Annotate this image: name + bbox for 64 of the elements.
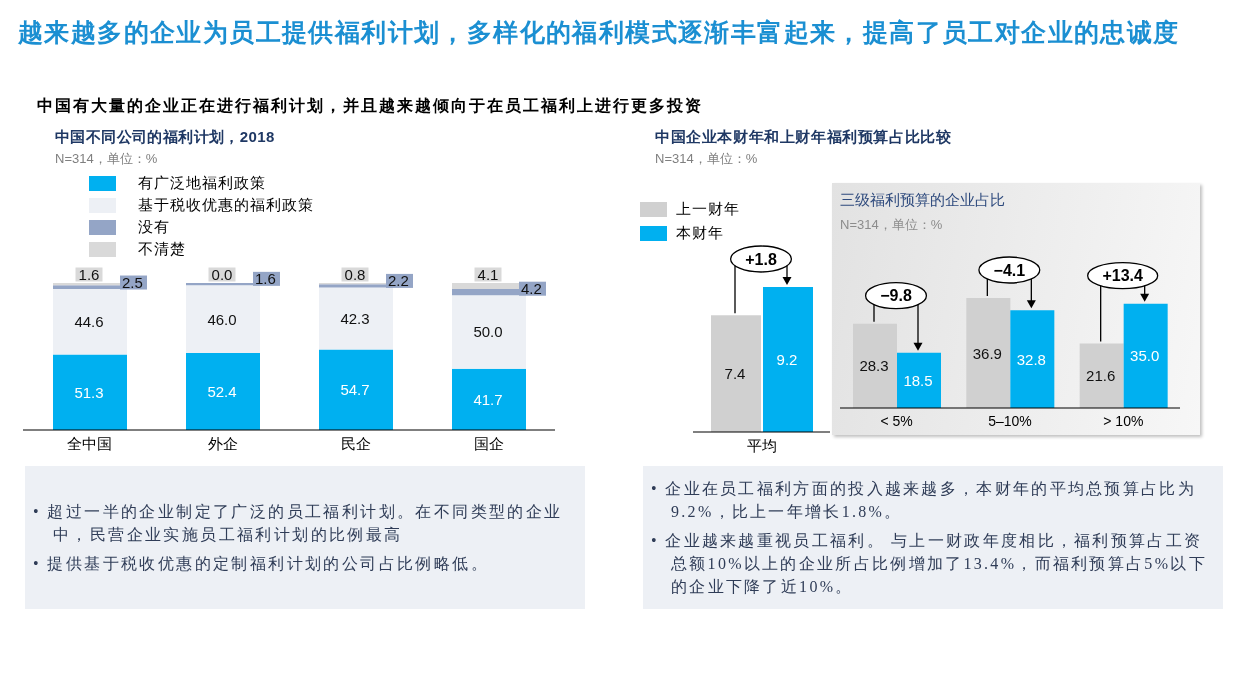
bar — [897, 352, 941, 408]
chart-subtitle: N=314，单位：% — [840, 217, 943, 232]
bar — [186, 352, 260, 430]
x-tick-label: 民企 — [340, 435, 371, 452]
annotation: +13.4 — [1102, 267, 1144, 285]
legend-label: 有广泛地福利政策 — [138, 174, 266, 191]
annotation: −4.1 — [993, 261, 1026, 279]
chart-subtitle: N=314，单位：% — [55, 151, 158, 166]
bar — [452, 368, 526, 430]
data-label: 2.5 — [122, 274, 143, 292]
data-label: 52.4 — [207, 382, 237, 400]
text: 中国有大量的企业正在进行福利计划，并且越来越倾向于在员工福利上进行更多投资 — [37, 97, 703, 114]
text: 越来越多的企业为员工提供福利计划，多样化的福利模式逐渐丰富起来，提高了员工对企业的忠诚度 — [18, 18, 1180, 46]
text: • 企业在员工福利方面的投入越来越多，本财年的平均总预算占比为9.2%，比上一年增长1.8%。 — [651, 480, 1196, 520]
x-tick-label: 平均 — [746, 437, 777, 454]
chart-title: 三级福利预算的企业占比 — [840, 192, 1005, 208]
annotation: −9.8 — [880, 287, 912, 305]
bar — [853, 323, 897, 408]
x-tick-label: < 5% — [880, 412, 913, 429]
chart-subtitle: N=314，单位：% — [655, 151, 758, 166]
bar — [319, 349, 393, 430]
x-tick-label: 全中国 — [67, 435, 112, 452]
data-label: 35.0 — [1130, 347, 1160, 365]
data-label: 18.5 — [903, 371, 933, 389]
data-label: 36.9 — [972, 344, 1002, 362]
chart-title: 中国企业本财年和上财年福利预算占比比较 — [655, 128, 952, 145]
x-tick-label: 5–10% — [988, 412, 1032, 429]
x-tick-label: 国企 — [473, 435, 504, 452]
data-label: 32.8 — [1016, 350, 1046, 368]
data-label: 1.6 — [255, 270, 276, 288]
bar — [1010, 310, 1055, 408]
data-label: 2.2 — [388, 272, 409, 290]
text: • 提供基于税收优惠的定制福利计划的公司占比例略低。 — [33, 555, 490, 572]
chart-title: 中国不同公司的福利计划，2018 — [55, 128, 275, 145]
legend-label: 不清楚 — [138, 240, 186, 257]
data-label: 50.0 — [473, 323, 503, 341]
bar — [186, 285, 260, 353]
text: • 超过一半的企业制定了广泛的员工福利计划。在不同类型的企业中，民营企业实施员工福利计划的比例最高 — [33, 503, 563, 543]
legend-label: 没有 — [138, 218, 170, 235]
data-label: 42.3 — [340, 310, 370, 327]
legend-label: 上一财年 — [676, 200, 740, 217]
text: • 企业越来越重视员工福利。 与上一财政年度相比，福利预算占工资总额10%以上的企业所占比例增加了13.4%，而福利预算占5%以下的企业下降了近10%。 — [651, 532, 1207, 595]
bar — [53, 289, 127, 355]
x-tick-label: 外企 — [207, 435, 238, 452]
data-label: 28.3 — [859, 357, 889, 375]
legend-label: 基于税收优惠的福利政策 — [138, 196, 314, 213]
bar — [319, 287, 393, 350]
bar — [53, 354, 127, 430]
data-label: 4.2 — [521, 280, 542, 298]
data-label: 21.6 — [1086, 367, 1116, 385]
legend-label: 本财年 — [676, 224, 724, 241]
annotation: +1.8 — [745, 250, 777, 268]
data-label: 44.6 — [74, 313, 104, 331]
data-label: 51.3 — [74, 383, 104, 401]
data-label: 46.0 — [207, 310, 237, 328]
bar — [452, 295, 526, 369]
data-label: 7.4 — [724, 365, 746, 383]
bar — [966, 298, 1011, 408]
bar — [1123, 303, 1168, 408]
bar — [1079, 343, 1124, 408]
data-label: 9.2 — [776, 351, 798, 368]
data-label: 41.7 — [473, 390, 503, 408]
x-tick-label: > 10% — [1103, 412, 1144, 429]
data-label: 54.7 — [340, 381, 370, 399]
